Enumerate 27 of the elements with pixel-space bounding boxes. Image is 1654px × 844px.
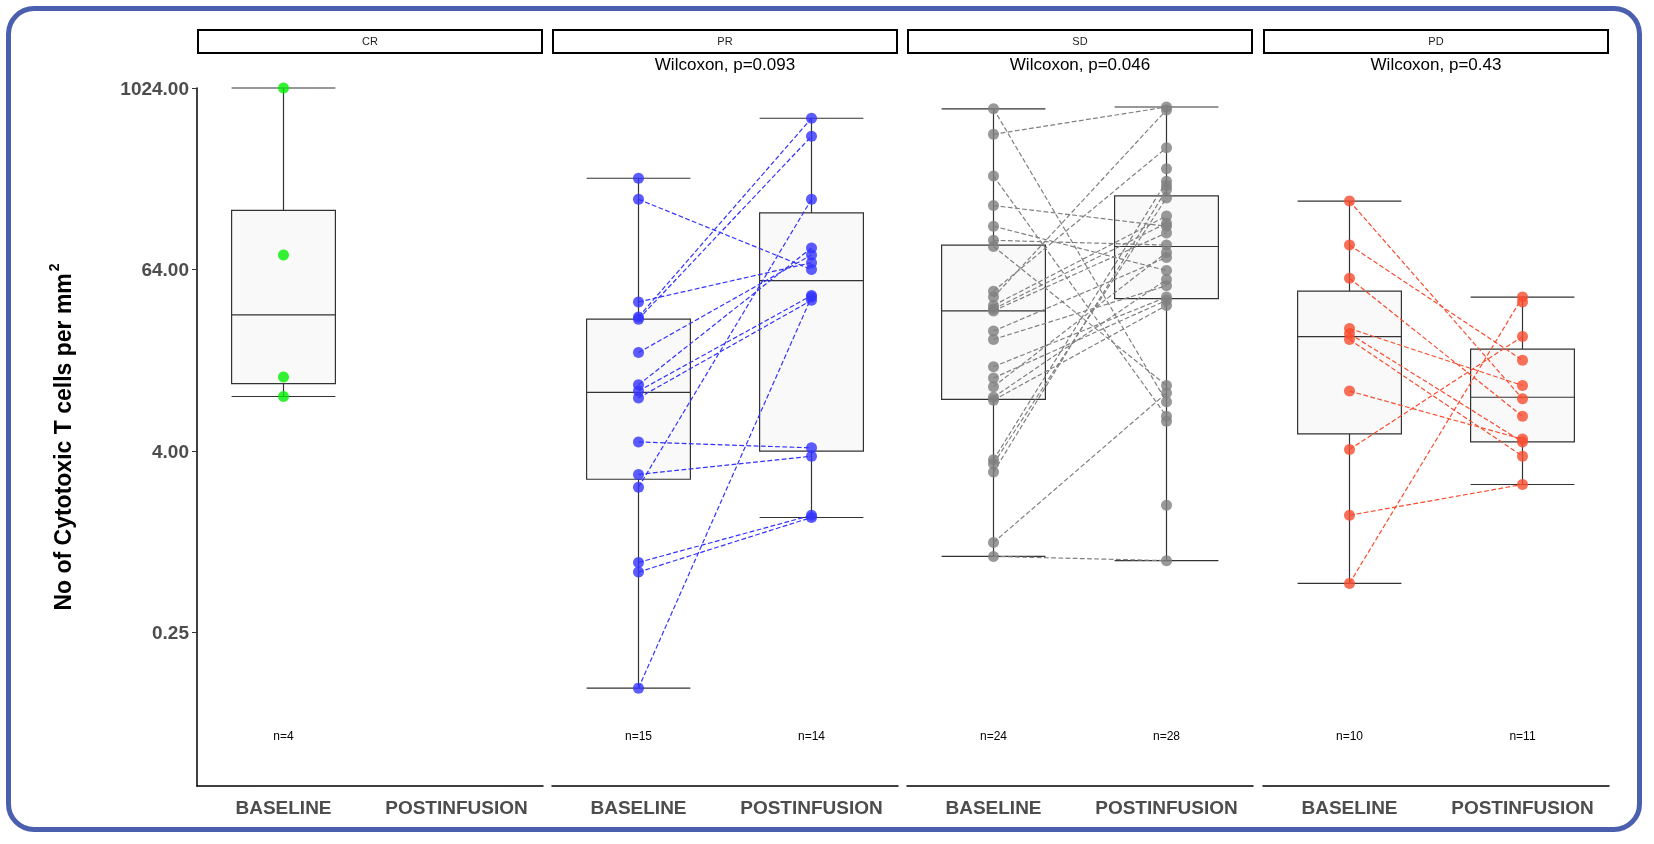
x-tick-label: BASELINE (590, 797, 687, 818)
annotation: n=28 (1152, 729, 1181, 743)
annotation: n=24 (979, 729, 1008, 743)
chart-title: PD (1263, 29, 1609, 54)
x-tick-label: POSTINFUSION (1451, 797, 1594, 818)
annotation: n=11 (1509, 729, 1536, 743)
text: Wilcoxon, p=0.43 (1370, 54, 1502, 74)
y-tick-label: 0.25 (152, 622, 190, 644)
text: Wilcoxon, p=0.046 (1009, 54, 1151, 74)
annotation: n=15 (624, 729, 653, 743)
annotation: n=4 (273, 729, 294, 743)
x-tick-label: POSTINFUSION (1095, 797, 1238, 818)
annotation: n=10 (1335, 729, 1364, 743)
x-tick-label: POSTINFUSION (385, 797, 528, 818)
x-tick-label: BASELINE (1301, 797, 1398, 818)
x-tick-label: BASELINE (235, 797, 332, 818)
x-tick-label: POSTINFUSION (740, 797, 883, 818)
text: Wilcoxon, p=0.093 (654, 54, 796, 74)
y-axis-title: No of Cytotoxic T cells per mm2 (46, 263, 76, 611)
x-tick-label: BASELINE (945, 797, 1042, 818)
y-tick-label: 1024.00 (120, 77, 189, 99)
y-tick-label: 4.00 (152, 440, 189, 462)
chart-title: PR (552, 29, 898, 54)
chart-title: SD (907, 29, 1253, 54)
annotation: n=14 (797, 729, 826, 743)
y-tick-label: 64.00 (141, 259, 189, 281)
chart-title: CR (197, 29, 543, 54)
